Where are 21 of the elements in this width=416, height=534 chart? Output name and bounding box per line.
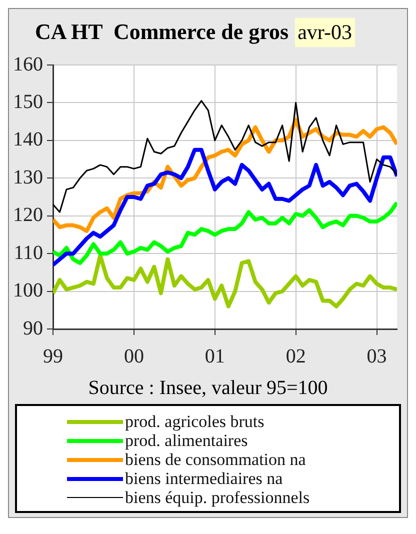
y-tick-label: 140 [13,128,43,151]
x-tick-label: 00 [124,345,144,368]
chart-subtitle: avr-03 [294,18,355,46]
legend-label: biens intermediaires na [125,468,283,488]
y-tick-label: 160 [13,53,43,76]
legend-label: prod. agricoles bruts [125,412,264,432]
chart-title: CA HT Commerce de gros [35,19,289,45]
y-tick-label: 110 [14,242,43,264]
x-tick-label: 02 [286,345,306,368]
legend-label: biens équip. professionnels [125,488,310,508]
legend-label: biens de consommation na [125,450,306,470]
y-tick-label: 150 [13,90,43,113]
y-tick-label: 90 [23,317,43,340]
source-note: Source : Insee, valeur 95=100 [87,377,329,400]
x-tick-label: 99 [43,345,63,368]
x-tick-label: 03 [366,345,387,368]
y-tick-label: 100 [13,280,43,302]
x-tick-label: 01 [204,345,225,368]
y-tick-label: 120 [13,204,43,226]
y-tick-label: 130 [13,166,43,188]
legend-label: prod. alimentaires [125,430,248,450]
